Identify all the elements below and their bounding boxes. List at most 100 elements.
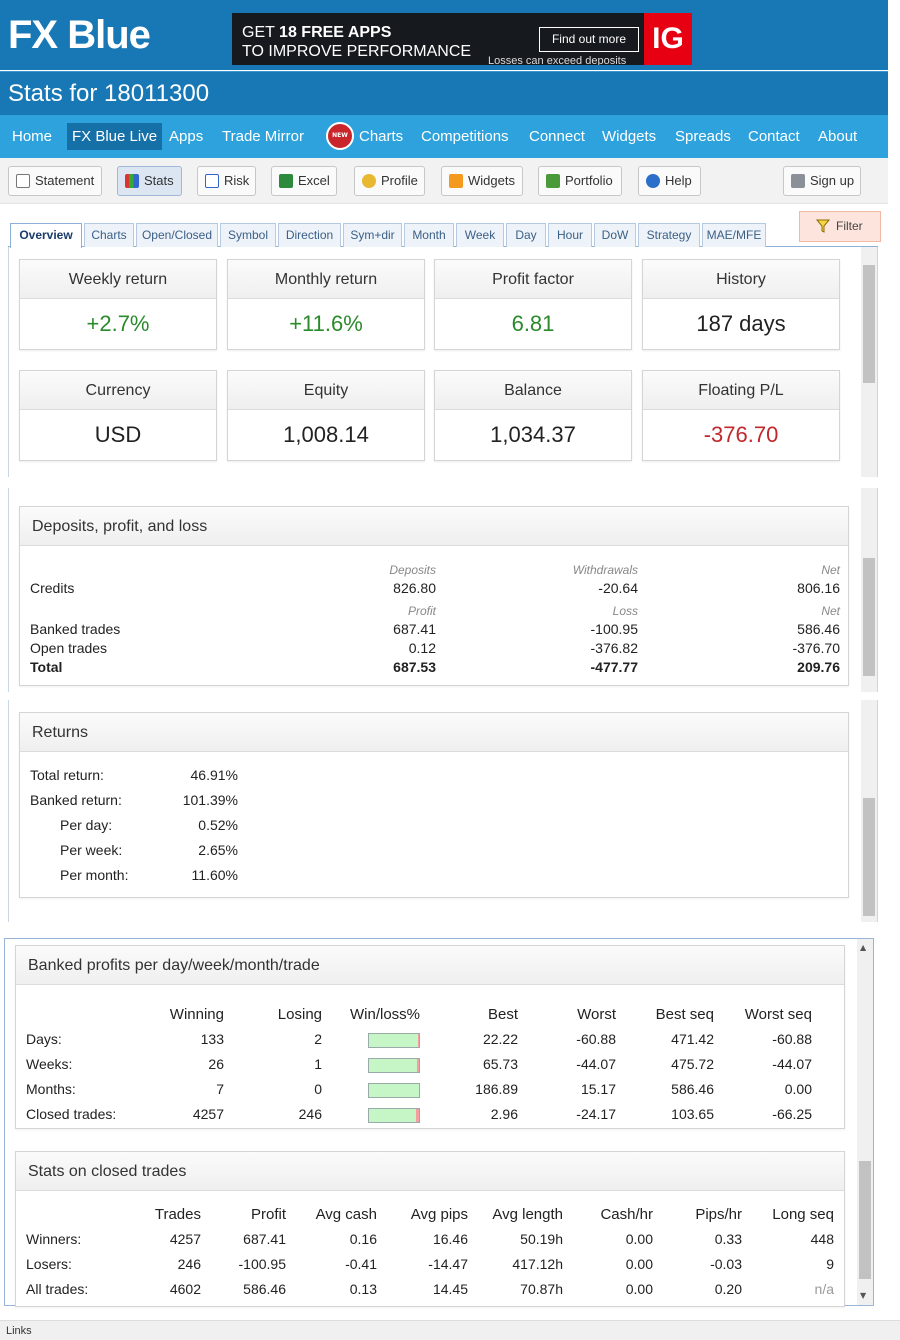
nav-competitions[interactable]: Competitions — [421, 128, 509, 145]
help-label: Help — [665, 173, 692, 188]
ad-find-out-more-button[interactable]: Find out more — [539, 27, 639, 52]
widgets-button[interactable]: Widgets — [441, 166, 523, 196]
cell: 4257 — [169, 1231, 201, 1247]
tab-mae-mfe[interactable]: MAE/MFE — [702, 223, 766, 247]
excel-icon — [279, 174, 293, 188]
cell: -100.95 — [590, 621, 638, 637]
loss-fill — [418, 1034, 419, 1047]
row-label: Losers: — [26, 1256, 72, 1272]
returns-panel: Returns Total return: 46.91% Banked retu… — [19, 712, 849, 898]
nav-fxblue-live[interactable]: FX Blue Live — [67, 123, 163, 150]
col-header: Best — [487, 1006, 518, 1023]
stats-button[interactable]: Stats — [117, 166, 182, 196]
excel-button[interactable]: Excel — [271, 166, 337, 196]
banked-panel: Banked profits per day/week/month/trade … — [15, 945, 845, 1129]
card-value: -376.70 — [703, 422, 779, 447]
cell: 246 — [177, 1256, 201, 1272]
statement-label: Statement — [35, 173, 95, 188]
row-label: Per week: — [60, 842, 123, 858]
nav-widgets[interactable]: Widgets — [602, 128, 657, 145]
scroll-up-icon[interactable]: ▲ — [860, 943, 867, 952]
cell: -60.88 — [576, 1031, 616, 1047]
stats-label: Stats — [144, 173, 174, 188]
nav-apps[interactable]: Apps — [169, 128, 204, 145]
nav-trade-mirror[interactable]: Trade Mirror — [222, 128, 304, 145]
tab-strategy[interactable]: Strategy — [638, 223, 700, 247]
cell: n/a — [814, 1281, 834, 1297]
col-label: Profit — [407, 604, 436, 618]
nav-spreads[interactable]: Spreads — [675, 128, 731, 145]
nav-connect[interactable]: Connect — [529, 128, 585, 145]
tab-dow[interactable]: DoW — [594, 223, 636, 247]
filter-button[interactable]: Filter — [799, 211, 881, 242]
row-label: Open trades — [30, 640, 108, 656]
card-label: Currency — [20, 371, 216, 410]
scroll-down-icon[interactable]: ▼ — [860, 1291, 867, 1300]
cell: 186.89 — [475, 1081, 518, 1097]
col-header: Win/loss% — [350, 1006, 421, 1023]
cell: 4602 — [169, 1281, 201, 1297]
loss-fill — [416, 1109, 419, 1122]
loss-fill — [417, 1059, 419, 1072]
nav-home[interactable]: Home — [12, 128, 53, 145]
statement-button[interactable]: Statement — [8, 166, 102, 196]
overview-scrollbar[interactable] — [861, 247, 877, 477]
nav-contact[interactable]: Contact — [748, 128, 800, 145]
card-label: History — [643, 260, 839, 299]
cell: 0.52% — [198, 817, 238, 833]
col-header: Winning — [169, 1006, 224, 1023]
scroll-thumb[interactable] — [859, 1161, 871, 1279]
card-label: Equity — [228, 371, 424, 410]
tab-sym-dir[interactable]: Sym+dir — [343, 223, 402, 247]
col-header: Losing — [277, 1006, 322, 1023]
nav-about[interactable]: About — [818, 128, 858, 145]
main-nav: Home FX Blue Live Apps Trade Mirror NEW … — [0, 115, 888, 158]
cell: -60.88 — [772, 1031, 812, 1047]
tab-day[interactable]: Day — [506, 223, 546, 247]
col-label: Net — [821, 563, 840, 577]
scroll-thumb[interactable] — [863, 798, 875, 916]
deposits-scrollbar[interactable] — [861, 488, 877, 692]
tab-charts[interactable]: Charts — [84, 223, 134, 247]
scroll-thumb[interactable] — [863, 558, 875, 676]
tab-direction[interactable]: Direction — [278, 223, 341, 247]
new-badge-icon: NEW — [326, 122, 354, 150]
profile-button[interactable]: Profile — [354, 166, 425, 196]
cell: -0.03 — [710, 1256, 742, 1272]
tab-symbol[interactable]: Symbol — [220, 223, 276, 247]
cell: 11.60% — [191, 867, 238, 883]
tab-open-closed[interactable]: Open/Closed — [136, 223, 218, 247]
risk-label: Risk — [224, 173, 250, 188]
card-equity: Equity 1,008.14 — [227, 370, 425, 461]
row-label: Banked trades — [30, 621, 121, 637]
tab-month[interactable]: Month — [404, 223, 454, 247]
overview-frame: Weekly return +2.7% Monthly return +11.6… — [8, 247, 878, 477]
trades-scrollbar[interactable]: ▲ ▼ — [857, 939, 873, 1305]
risk-button[interactable]: Risk — [197, 166, 256, 196]
cell: 687.53 — [393, 659, 436, 675]
cell: 806.16 — [797, 580, 840, 596]
row-label: Months: — [26, 1081, 76, 1097]
tab-hour[interactable]: Hour — [548, 223, 592, 247]
returns-frame: Returns Total return: 46.91% Banked retu… — [8, 700, 878, 922]
panel-title: Stats on closed trades — [16, 1152, 844, 1191]
cell: 448 — [810, 1231, 834, 1247]
row-label: Weeks: — [26, 1056, 73, 1072]
fxblue-logo[interactable]: FX Blue — [8, 13, 151, 57]
row-label: All trades: — [26, 1281, 89, 1297]
tab-overview[interactable]: Overview — [10, 223, 82, 248]
nav-charts[interactable]: Charts — [359, 128, 404, 145]
portfolio-button[interactable]: Portfolio — [538, 166, 622, 196]
page-title: Stats for 18011300 — [8, 80, 210, 107]
card-value: 187 days — [696, 311, 786, 336]
tab-week[interactable]: Week — [456, 223, 504, 247]
cell: -376.70 — [792, 640, 840, 656]
win-loss-bar — [368, 1033, 420, 1048]
returns-scrollbar[interactable] — [861, 700, 877, 922]
help-button[interactable]: Help — [638, 166, 701, 196]
bar-chart-icon — [125, 174, 139, 188]
scroll-thumb[interactable] — [863, 265, 875, 383]
sign-up-button[interactable]: Sign up — [783, 166, 861, 196]
ad-banner[interactable]: GET 18 FREE APPS TO IMPROVE PERFORMANCE … — [232, 13, 692, 65]
cell: 26 — [208, 1056, 224, 1072]
